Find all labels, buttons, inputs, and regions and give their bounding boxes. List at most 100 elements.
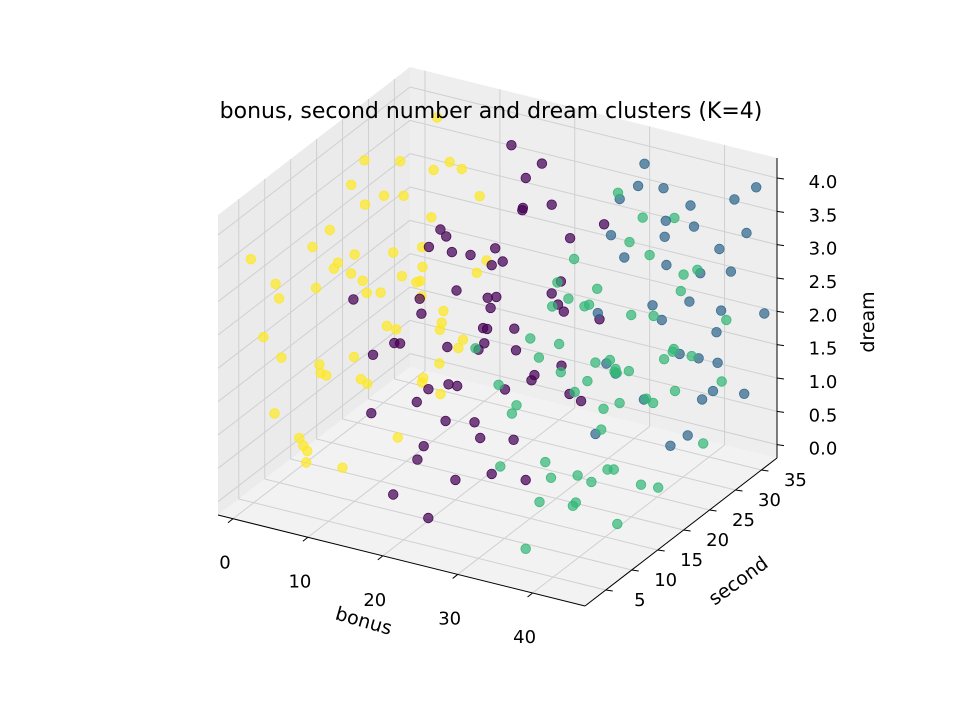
axis-lines	[217, 158, 785, 607]
data-point	[605, 229, 617, 241]
data-point	[423, 512, 434, 524]
z-tick-mark	[776, 210, 785, 213]
data-point	[417, 261, 428, 273]
grid-lines	[217, 70, 778, 594]
data-point	[658, 182, 669, 194]
data-point	[298, 440, 309, 451]
grid-line-y-floor	[394, 378, 762, 471]
data-point	[741, 227, 752, 239]
grid-line-x-floor	[307, 388, 501, 538]
y-tick-mark	[761, 469, 769, 472]
x-tick-label: 20	[363, 590, 386, 611]
y-tick-label: 5	[634, 590, 645, 611]
data-point	[389, 337, 400, 349]
data-point	[452, 380, 463, 392]
data-point	[534, 496, 545, 508]
z-tick-label: 2.5	[809, 272, 838, 293]
x-tick-mark	[377, 555, 384, 561]
y-tick-label: 35	[784, 470, 807, 491]
data-point	[414, 293, 425, 305]
data-point	[486, 260, 497, 271]
z-tick-mark	[776, 244, 785, 247]
grid-line-z-back	[409, 353, 778, 446]
y-tick-label: 30	[758, 490, 781, 511]
data-point	[310, 282, 322, 294]
grid-line-x-floor	[457, 426, 650, 575]
data-point	[442, 341, 453, 353]
y-tick-label: 25	[732, 510, 755, 531]
data-point	[469, 417, 480, 428]
data-point	[659, 231, 670, 243]
data-point	[611, 367, 622, 379]
data-point	[435, 388, 446, 400]
floor-pane	[218, 367, 777, 606]
grid-line-y-floor	[238, 498, 606, 591]
data-point	[301, 457, 312, 468]
z-axis-label: dream	[857, 291, 879, 352]
y-tick-label: 10	[654, 570, 677, 591]
data-point	[510, 345, 522, 356]
data-point	[569, 386, 580, 398]
data-point	[497, 256, 508, 267]
data-point	[658, 354, 670, 365]
grid-line-z-left	[217, 286, 411, 436]
data-point	[412, 454, 423, 465]
data-point	[446, 246, 458, 258]
data-point	[451, 285, 462, 296]
data-point	[359, 155, 370, 166]
data-point	[440, 415, 451, 427]
data-point	[465, 249, 476, 261]
data-point	[714, 243, 725, 255]
data-point	[546, 199, 557, 210]
data-point	[592, 307, 604, 319]
x-tick-mark	[452, 574, 458, 579]
data-point	[696, 394, 708, 405]
y-axis-label: second	[705, 552, 773, 610]
data-point	[388, 247, 399, 258]
x-tick-mark	[527, 592, 533, 598]
data-point	[575, 395, 587, 407]
data-point	[396, 271, 408, 282]
y-axis-line	[584, 457, 778, 607]
x-tick-label: 0	[219, 553, 230, 574]
data-point	[517, 204, 528, 216]
data-point	[361, 287, 372, 299]
data-point	[398, 190, 409, 202]
data-point	[608, 464, 620, 475]
data-point	[567, 500, 579, 512]
grid-line-z-back	[409, 119, 778, 212]
grid-line-z-left	[217, 253, 411, 403]
data-point	[665, 440, 676, 452]
data-point	[349, 249, 360, 260]
data-point	[520, 543, 531, 555]
data-point	[572, 470, 583, 481]
data-points	[245, 112, 770, 555]
data-point	[660, 215, 672, 227]
data-point	[485, 302, 496, 314]
data-point	[486, 468, 497, 480]
data-point	[555, 367, 567, 378]
data-point	[668, 343, 680, 355]
z-tick-label: 0.0	[809, 439, 838, 460]
y-tick-mark	[657, 549, 665, 552]
data-point	[355, 374, 367, 385]
data-point	[596, 424, 607, 435]
data-point	[481, 323, 493, 335]
grid-line-y-floor	[316, 438, 684, 531]
data-point	[245, 254, 257, 265]
data-point	[568, 253, 580, 265]
data-point	[545, 472, 557, 484]
data-point	[444, 156, 455, 168]
data-point	[623, 365, 635, 377]
data-point	[423, 241, 435, 253]
data-point	[428, 164, 439, 176]
x-tick-label: 30	[438, 608, 461, 629]
data-point	[552, 277, 563, 288]
data-point	[729, 194, 740, 205]
z-tick-mark	[776, 277, 785, 280]
z-tick-label: 4.0	[809, 172, 838, 193]
data-point	[357, 275, 368, 287]
grid-line-z-left	[217, 186, 411, 336]
data-point	[314, 359, 325, 370]
